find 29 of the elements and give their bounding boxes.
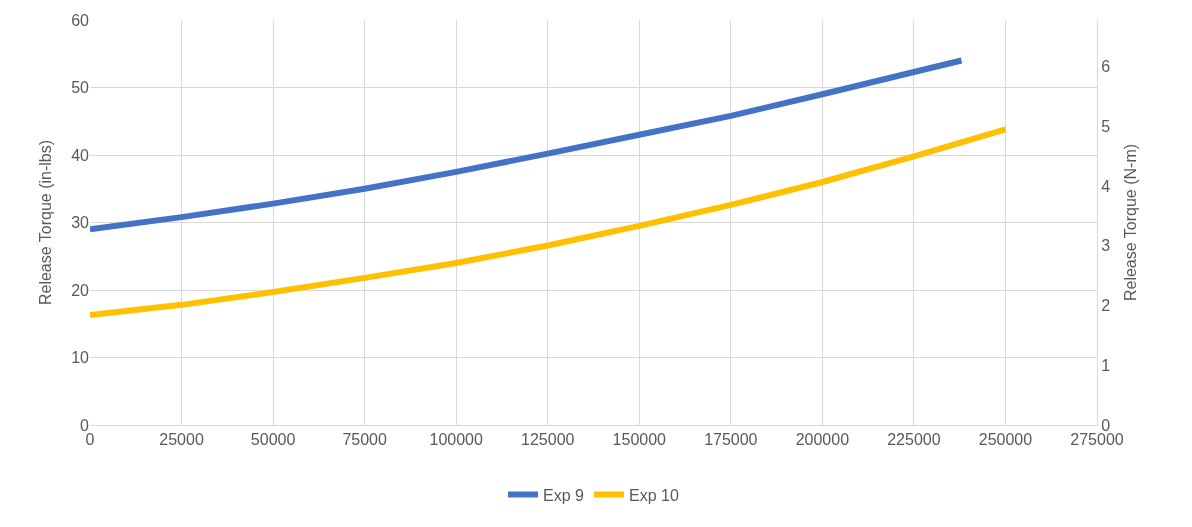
x-tick-label: 250000 (978, 431, 1033, 449)
x-tick-label: 175000 (704, 431, 758, 449)
x-tick-label: 150000 (612, 431, 667, 449)
x-tick-label: 225000 (887, 431, 941, 449)
y2-tick-label: 6 (1101, 58, 1111, 76)
x-tick-label: 25000 (159, 431, 204, 449)
x-tick-label: 75000 (342, 431, 387, 449)
y2-tick-label: 3 (1101, 237, 1111, 255)
x-tick-label: 50000 (250, 431, 296, 449)
y-tick-label: 10 (71, 349, 90, 367)
y-tick-label: 30 (71, 214, 90, 232)
x-tick-label: 125000 (521, 431, 575, 449)
y-tick-label: 40 (71, 146, 90, 164)
y2-tick-label: 0 (1101, 416, 1111, 434)
legend-label: Exp 10 (629, 486, 679, 504)
y-tick-label: 60 (71, 11, 90, 29)
y2-tick-label: 2 (1101, 297, 1111, 315)
x-tick-label: 100000 (429, 431, 483, 449)
y-tick-label: 20 (71, 281, 90, 299)
y-tick-label: 0 (80, 416, 90, 434)
y-tick-label: 50 (71, 79, 90, 97)
legend-label: Exp 9 (543, 486, 585, 504)
y2-tick-label: 4 (1101, 177, 1111, 195)
y2-axis-title: Release Torque (N-m) (1121, 143, 1139, 302)
x-tick-label: 200000 (795, 431, 850, 449)
y2-tick-label: 5 (1101, 117, 1111, 135)
x-tick-label: 275000 (1070, 431, 1124, 449)
y-axis-title: Release Torque (in-lbs) (37, 139, 55, 306)
y2-tick-label: 1 (1101, 356, 1111, 374)
